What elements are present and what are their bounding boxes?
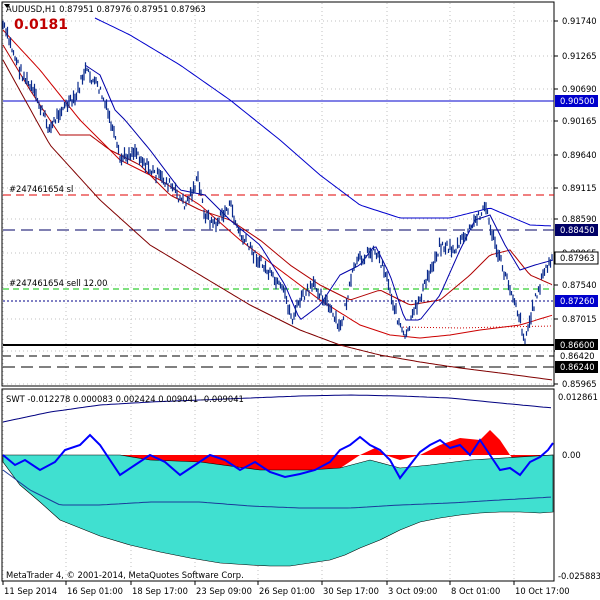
price-axis-label: 0.89115 — [562, 183, 597, 193]
envelope-upper-curve — [94, 17, 552, 227]
time-axis-label: 23 Sep 09:00 — [196, 586, 252, 596]
time-axis-label: 10 Oct 17:00 — [515, 586, 570, 596]
time-axis-label: 11 Sep 2014 — [4, 586, 57, 596]
price-axis-label: 0.87540 — [562, 280, 597, 290]
svg-text:0.86420: 0.86420 — [560, 351, 595, 361]
price-axis-label: 0.90690 — [562, 84, 597, 94]
copyright-label: MetaTrader 4, © 2001-2014, MetaQuotes So… — [6, 570, 244, 580]
price-tag-black-line: 0.86600 — [555, 339, 598, 351]
order-sl-label: #247461654 sl — [9, 184, 73, 194]
time-axis-label: 18 Sep 17:00 — [132, 586, 188, 596]
dotted-red-curve — [399, 325, 553, 329]
header-dropdown-icon[interactable] — [4, 4, 10, 8]
chart-header-symbol: AUDUSD,H1 0.87951 0.87976 0.87951 0.8796… — [6, 4, 206, 14]
envelope-inner-curve — [2, 44, 553, 306]
price-axis-label: 0.91265 — [562, 51, 597, 61]
oscillator-main-line — [2, 433, 554, 480]
svg-text:0.87260: 0.87260 — [560, 296, 595, 306]
svg-text:0.86240: 0.86240 — [560, 362, 595, 372]
time-axis-label: 3 Oct 09:00 — [388, 586, 437, 596]
osc-axis-bottom: -0.025883 — [558, 571, 600, 581]
osc-axis-top: 0.012861 — [558, 392, 598, 402]
oscillator-label: SWT -0.012278 0.000083 0.002424 0.009041… — [6, 394, 244, 404]
price-tag-blue-line: 0.90500 — [555, 95, 598, 107]
svg-text:0.90500: 0.90500 — [560, 96, 595, 106]
price-axis-label: 0.85965 — [562, 379, 597, 389]
svg-text:0.88450: 0.88450 — [560, 225, 595, 235]
price-tag-dotted-blue: 0.87260 — [555, 295, 598, 307]
price-candles — [2, 20, 553, 344]
price-tag-current: 0.87963 — [554, 251, 599, 265]
order-sell-label: #247461654 sell 12.00 — [9, 278, 107, 288]
oscillator-upper-band — [2, 394, 552, 423]
oscillator-signal-line — [2, 469, 552, 509]
price-axis-label: 0.87015 — [562, 314, 597, 324]
main-plot-frame — [1, 1, 555, 387]
time-axis-label: 26 Sep 01:00 — [259, 586, 315, 596]
price-tag-dashed-upper: 0.88450 — [555, 224, 598, 236]
price-axis-label: 0.90165 — [562, 116, 597, 126]
time-axis-label: 8 Oct 01:00 — [451, 586, 500, 596]
svg-text:0.87963: 0.87963 — [560, 253, 595, 263]
price-axis: 0.91740 0.91265 0.90690 0.90165 0.89640 0.891… — [554, 16, 597, 389]
time-axis-label: 30 Sep 17:00 — [323, 586, 379, 596]
indicator-value-label: 0.0181 — [14, 17, 68, 33]
envelope-lower-curve — [2, 59, 553, 381]
price-tag-dashed-low1: 0.86420 — [555, 350, 598, 362]
svg-text:0.86600: 0.86600 — [560, 340, 595, 350]
oscillator-turquoise-area — [2, 454, 554, 567]
osc-axis-zero: 0.00 — [562, 450, 581, 460]
price-axis-label: 0.88590 — [562, 214, 597, 224]
time-axis-label: 16 Sep 01:00 — [67, 586, 123, 596]
time-axis: 11 Sep 2014 16 Sep 01:00 18 Sep 17:00 23 Se… — [2, 581, 570, 596]
envelope-mid-curve — [2, 29, 553, 339]
price-axis-label: 0.89640 — [562, 150, 597, 160]
price-tag-dashed-low2: 0.86240 — [555, 361, 598, 373]
price-axis-label: 0.91740 — [562, 16, 597, 26]
